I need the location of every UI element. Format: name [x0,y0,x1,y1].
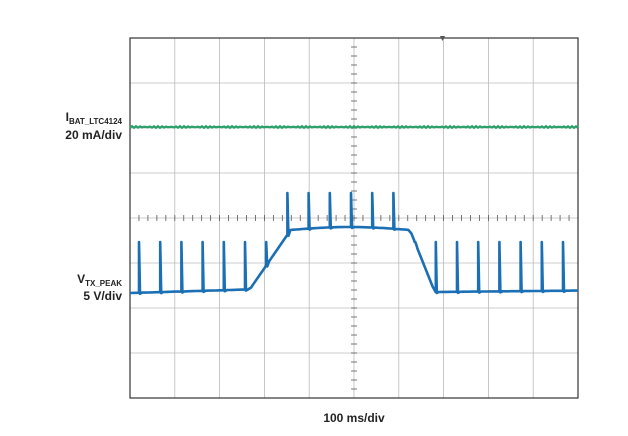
timebase: 100 ms/div [323,411,385,425]
trace2-subscript: TX_PEAK [85,279,122,288]
trigger-marker [440,36,445,41]
current-trace [129,124,579,130]
trace1-scale: 20 mA/div [65,128,122,142]
trace1-subscript: BAT_LTC4124 [69,117,123,126]
trace1-symbol: I [66,110,69,124]
trace2-scale: 5 V/div [83,289,122,303]
trace1-label: IBAT_LTC4124 [66,110,123,126]
trace2-label: VTX_PEAK [77,272,122,288]
trace2-symbol: V [77,272,85,286]
voltage-trace [129,191,578,295]
screen-border [129,37,579,399]
